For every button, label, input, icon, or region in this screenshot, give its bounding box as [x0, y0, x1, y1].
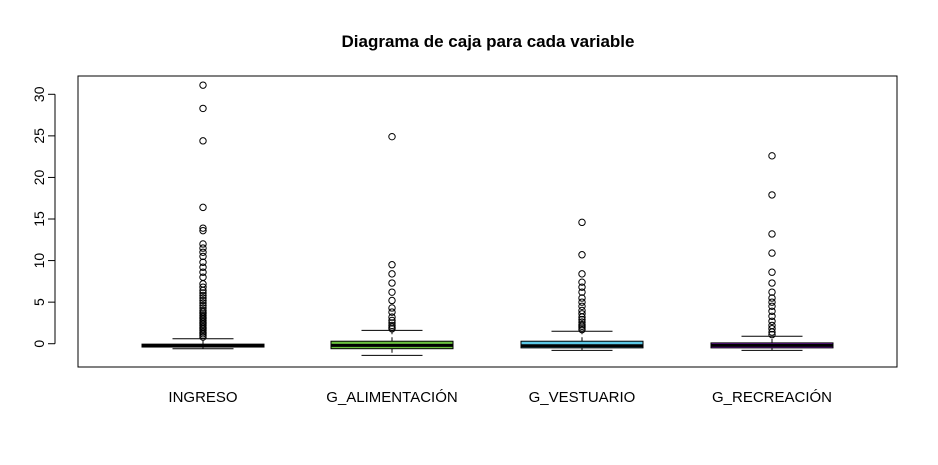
outlier-point	[199, 263, 207, 271]
x-category-label: INGRESO	[168, 389, 237, 406]
outlier-point	[578, 270, 586, 278]
outlier-point	[199, 283, 207, 291]
outlier-point	[199, 104, 207, 113]
chart-title: Diagrama de caja para cada variable	[342, 32, 635, 51]
outlier-point	[199, 306, 207, 315]
outlier-point	[199, 244, 207, 252]
outlier-point	[768, 317, 776, 325]
plot-frame	[77, 75, 898, 368]
y-tick-label: 0	[31, 340, 47, 348]
outlier-point	[768, 249, 776, 257]
outlier-point	[388, 288, 396, 296]
y-tick-label: 15	[31, 211, 47, 227]
outlier-point	[768, 191, 776, 199]
outlier-point	[578, 251, 586, 259]
outlier-point	[578, 218, 586, 227]
outlier-point	[768, 152, 776, 160]
outlier-point	[388, 319, 396, 327]
outlier-point	[199, 240, 207, 248]
x-category-label: G_VESTUARIO	[529, 389, 636, 406]
outlier-point	[578, 320, 586, 329]
y-tick-label: 30	[31, 86, 47, 102]
outlier-point	[768, 279, 776, 287]
outlier-point	[578, 298, 586, 306]
outlier-point	[199, 248, 207, 256]
outlier-point	[388, 132, 396, 141]
outlier-point	[199, 299, 207, 307]
outlier-point	[578, 283, 586, 291]
outlier-point	[578, 288, 586, 296]
outlier-point	[199, 252, 207, 261]
y-tick-label: 20	[31, 169, 47, 185]
outlier-point	[199, 268, 207, 276]
outlier-point	[388, 279, 396, 287]
outlier-point	[578, 302, 586, 311]
y-tick-label: 5	[31, 298, 47, 306]
outlier-point	[768, 330, 776, 339]
outlier-point	[199, 294, 207, 302]
outlier-point	[578, 310, 586, 318]
y-tick-label: 25	[31, 128, 47, 144]
plot-area: 0 5 10 15 20 25 30 INGRESO G_ALIMENTACIÓN G_VESTU…	[31, 75, 898, 406]
outlier-point	[768, 302, 776, 311]
outlier-point	[199, 273, 207, 281]
outlier-point	[199, 304, 207, 312]
outlier-point	[199, 81, 207, 89]
outlier-point	[199, 258, 207, 266]
outlier-point	[578, 294, 586, 302]
outlier-point	[578, 278, 586, 286]
outlier-point	[388, 308, 396, 316]
x-category-label: G_RECREACIÓN	[712, 389, 832, 406]
outlier-point	[578, 318, 586, 326]
outlier-point	[199, 224, 207, 232]
outlier-point	[388, 270, 396, 278]
outlier-point	[199, 291, 207, 300]
outlier-point	[199, 203, 207, 212]
outlier-point	[199, 289, 207, 297]
outlier-point	[768, 321, 776, 330]
outlier-point	[388, 304, 396, 312]
outlier-point	[578, 306, 586, 315]
outlier-point	[388, 316, 396, 325]
y-tick-label: 10	[31, 253, 47, 269]
outlier-point	[199, 226, 207, 235]
outlier-point	[768, 312, 776, 320]
outlier-point	[388, 313, 396, 321]
outlier-point	[768, 307, 776, 315]
outlier-point	[768, 268, 776, 276]
x-category-label: G_ALIMENTACIÓN	[326, 389, 457, 406]
outlier-point	[199, 296, 207, 305]
outlier-point	[768, 230, 776, 238]
outlier-point	[768, 298, 776, 306]
outlier-point	[388, 261, 396, 269]
outlier-point	[199, 137, 207, 145]
outlier-point	[768, 325, 776, 333]
outlier-point	[388, 321, 396, 330]
outlier-point	[578, 315, 586, 324]
outlier-point	[768, 294, 776, 302]
outlier-point	[768, 288, 776, 296]
outlier-point	[199, 301, 207, 310]
outlier-point	[388, 296, 396, 305]
